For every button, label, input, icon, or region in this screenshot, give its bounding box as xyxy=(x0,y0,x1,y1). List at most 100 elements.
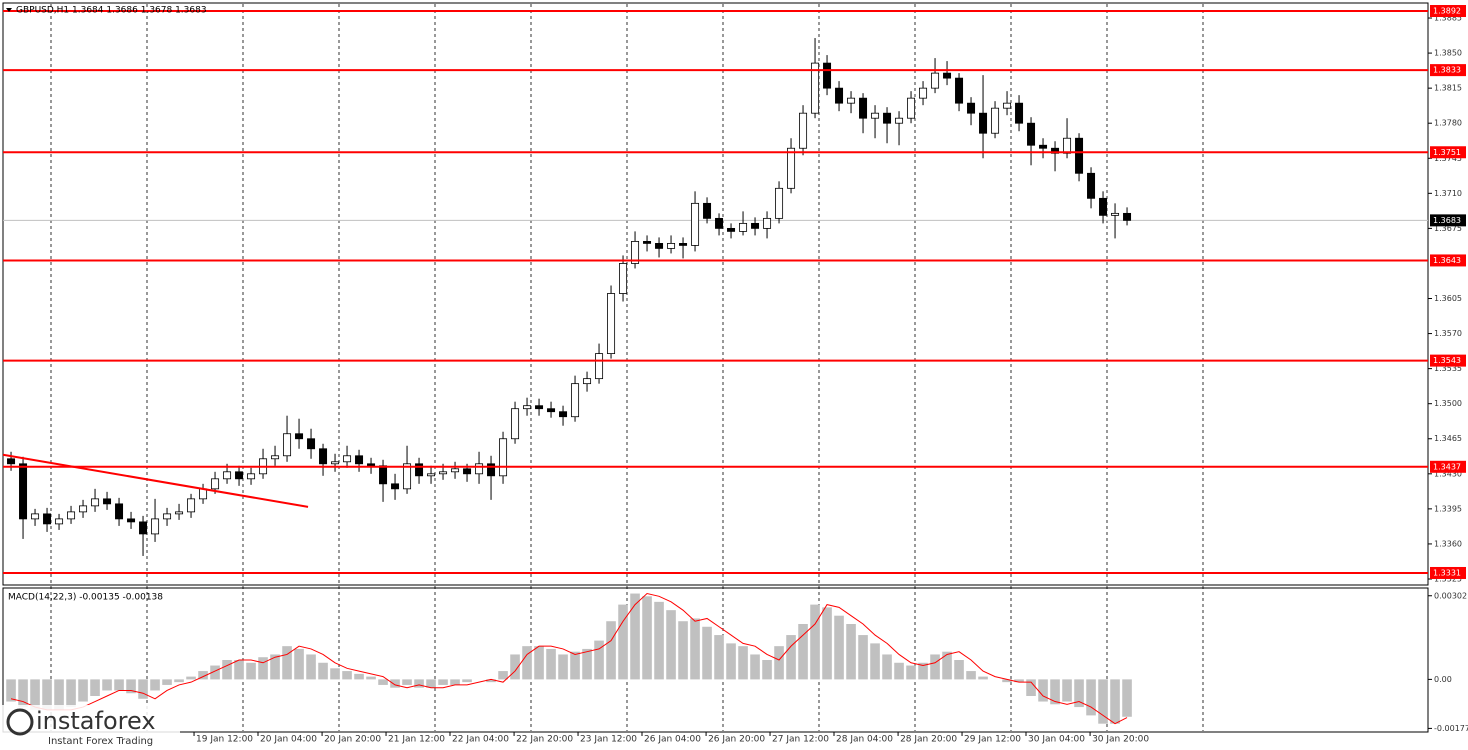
candle-body xyxy=(307,438,316,450)
candle-body xyxy=(979,112,988,134)
candle-body xyxy=(7,458,16,465)
macd-bar xyxy=(6,679,16,702)
logo: instaforex Instant Forex Trading xyxy=(0,705,180,750)
candle-body xyxy=(31,513,40,520)
macd-bar xyxy=(210,665,220,680)
candle-body xyxy=(331,461,340,465)
candle-body xyxy=(955,77,964,104)
current-price-label: 1.3683 xyxy=(1433,216,1461,225)
macd-bar xyxy=(966,671,976,680)
candle-body xyxy=(151,518,160,535)
macd-bar xyxy=(726,643,736,680)
candle-body xyxy=(187,498,196,513)
macd-bar xyxy=(882,654,892,680)
y-tick-label: 1.3430 xyxy=(1434,469,1462,478)
macd-bar xyxy=(1074,679,1084,708)
y-tick-label: 1.3710 xyxy=(1434,189,1462,198)
macd-bar xyxy=(570,651,580,680)
macd-title: MACD(14,22,3) -0.00135 -0.00138 xyxy=(8,593,163,603)
candle-body xyxy=(43,513,52,525)
candle-body xyxy=(1063,137,1072,154)
candle-body xyxy=(343,455,352,463)
candle-body xyxy=(415,463,424,477)
candle-body xyxy=(139,521,148,535)
macd-bar xyxy=(438,679,448,685)
macd-bar xyxy=(426,679,436,688)
candle-body xyxy=(547,408,556,413)
macd-bar xyxy=(366,676,376,680)
current-price-label-bg xyxy=(1430,214,1466,227)
level-label-bg xyxy=(1430,566,1466,579)
x-tick-label: 29 Jan 12:00 xyxy=(964,735,1021,745)
macd-bar xyxy=(66,679,76,708)
candle-body xyxy=(523,405,532,410)
candle-body xyxy=(859,97,868,119)
x-tick-label: 26 Jan 20:00 xyxy=(708,735,765,745)
y-tick-label: 1.3605 xyxy=(1434,294,1462,303)
macd-bar xyxy=(270,654,280,680)
y-tick-label: 1.3360 xyxy=(1434,539,1462,548)
macd-bar xyxy=(486,679,496,683)
candle-body xyxy=(247,473,256,480)
macd-bar xyxy=(534,646,544,680)
candle-body xyxy=(931,72,940,89)
candle-body xyxy=(787,147,796,189)
macd-bar xyxy=(714,635,724,680)
macd-bar xyxy=(750,654,760,680)
candle-body xyxy=(667,243,676,249)
macd-bar xyxy=(1050,679,1060,705)
y-tick-label: -0.00177 xyxy=(1434,724,1468,733)
candle-body xyxy=(535,405,544,410)
candle-body xyxy=(475,463,484,475)
candle-body xyxy=(583,378,592,385)
macd-bar xyxy=(546,648,556,680)
macd-bar xyxy=(954,660,964,680)
level-label: 1.3331 xyxy=(1433,568,1461,577)
x-tick-label: 28 Jan 04:00 xyxy=(836,735,893,745)
candle-body xyxy=(715,217,724,229)
y-tick-label: 1.3535 xyxy=(1434,364,1462,373)
level-label-bg xyxy=(1430,5,1466,18)
x-tick-label: 27 Jan 12:00 xyxy=(772,735,829,745)
macd-bar xyxy=(930,654,940,680)
candle-body xyxy=(1015,102,1024,124)
y-tick-label: 1.3780 xyxy=(1434,119,1462,128)
macd-bar xyxy=(1110,679,1120,724)
candle-body xyxy=(79,505,88,513)
candle-body xyxy=(655,243,664,249)
level-label: 1.3833 xyxy=(1433,66,1461,75)
candle-body xyxy=(391,483,400,490)
macd-bar xyxy=(18,679,28,708)
candle-body xyxy=(619,263,628,294)
candle-body xyxy=(115,503,124,520)
macd-bar xyxy=(462,679,472,683)
candle-body xyxy=(403,463,412,490)
candle-body xyxy=(55,518,64,525)
candle-body xyxy=(271,455,280,460)
level-label: 1.3437 xyxy=(1433,462,1461,471)
candle-body xyxy=(631,241,640,264)
macd-bar xyxy=(942,651,952,680)
candle-body xyxy=(559,411,568,418)
level-label-bg xyxy=(1430,146,1466,159)
candle-body xyxy=(1039,144,1048,149)
macd-bar xyxy=(702,626,712,680)
candle-body xyxy=(175,511,184,515)
macd-bar xyxy=(1122,679,1132,717)
candle-body xyxy=(823,62,832,89)
macd-bar xyxy=(1062,679,1072,702)
candle-body xyxy=(775,187,784,219)
candle-body xyxy=(883,112,892,124)
y-tick-label: 1.3465 xyxy=(1434,434,1462,443)
macd-bar xyxy=(114,679,124,691)
macd-bar xyxy=(414,679,424,688)
macd-bar xyxy=(798,624,808,680)
candle-body xyxy=(811,62,820,114)
macd-bar xyxy=(330,668,340,680)
candle-body xyxy=(163,513,172,520)
candle-body xyxy=(1099,197,1108,216)
y-tick-label: 1.3885 xyxy=(1434,14,1462,23)
y-tick-label: 1.3745 xyxy=(1434,154,1462,163)
macd-bar xyxy=(582,648,592,680)
